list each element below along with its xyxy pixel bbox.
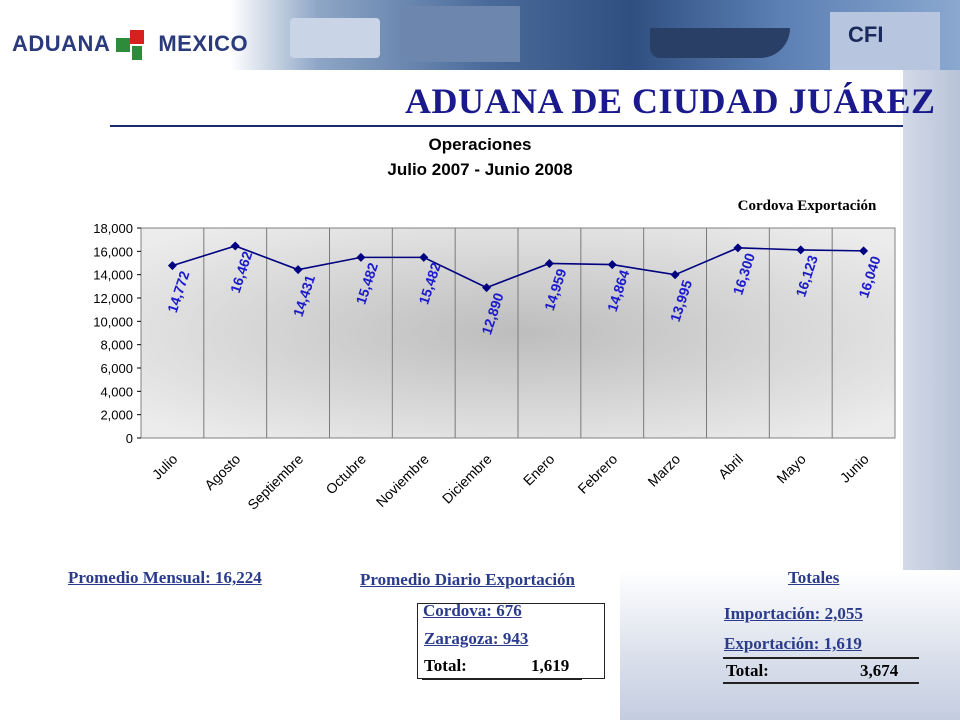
export-total-link[interactable]: Exportación: 1,619 [724,634,862,653]
operations-line-chart: Operaciones Julio 2007 - Junio 2008 Cord… [60,128,903,570]
cordova-daily-link[interactable]: Cordova: 676 [423,601,522,620]
y-tick-label: 0 [126,431,133,446]
bottom-decor-band [620,570,960,720]
truck-image [290,18,380,58]
data-point [419,252,429,262]
import-total-link[interactable]: Importación: 2,055 [724,604,863,623]
container-label: CFI [848,22,884,47]
y-tick-label: 2,000 [100,408,133,423]
header-photo-strip: CFI [230,0,960,70]
data-point [167,261,177,271]
grand-total-label: Total: [726,661,769,680]
y-tick-label: 12,000 [93,291,133,306]
data-point [670,270,680,280]
logo-text-left: ADUANA [12,31,111,56]
container-image: CFI [830,12,940,70]
y-tick-label: 18,000 [93,221,133,236]
daily-average-title-link[interactable]: Promedio Diario Exportación [360,570,575,589]
y-tick-label: 4,000 [100,384,133,399]
data-point [482,283,492,293]
logo-text-right: MEXICO [158,31,249,56]
data-point [733,243,743,253]
ship-image [650,28,790,58]
y-tick-label: 14,000 [93,268,133,283]
data-point [230,241,240,251]
daily-total-value: 1,619 [531,656,570,675]
totals-rule [723,657,919,659]
aduana-mexico-logo: ADUANA MEXICO [12,22,248,66]
monthly-average-link[interactable]: Promedio Mensual: 16,224 [68,568,262,587]
chart-title: Operaciones [429,135,532,154]
logo-mark-icon [116,26,152,62]
daily-total-label: Total: [424,656,467,675]
data-point [293,265,303,275]
y-tick-label: 8,000 [100,338,133,353]
page-title: ADUANA DE CIUDAD JUÁREZ [405,81,936,121]
y-tick-label: 10,000 [93,314,133,329]
zaragoza-daily-link[interactable]: Zaragoza: 943 [424,629,529,648]
grand-total-underline [723,682,919,684]
daily-total-underline [422,678,582,680]
data-point [607,260,617,270]
warehouse-image [400,6,520,62]
totals-title-link[interactable]: Totales [788,568,840,587]
series-line [172,245,864,289]
title-divider [110,125,903,127]
data-point [859,246,869,256]
data-point [544,258,554,268]
chart-annotation: Cordova Exportación [738,198,877,214]
chart-subtitle: Julio 2007 - Junio 2008 [387,160,572,179]
data-point [796,245,806,255]
y-tick-label: 6,000 [100,361,133,376]
grand-total-value: 3,674 [860,661,899,680]
data-point [356,252,366,262]
y-tick-label: 16,000 [93,244,133,259]
